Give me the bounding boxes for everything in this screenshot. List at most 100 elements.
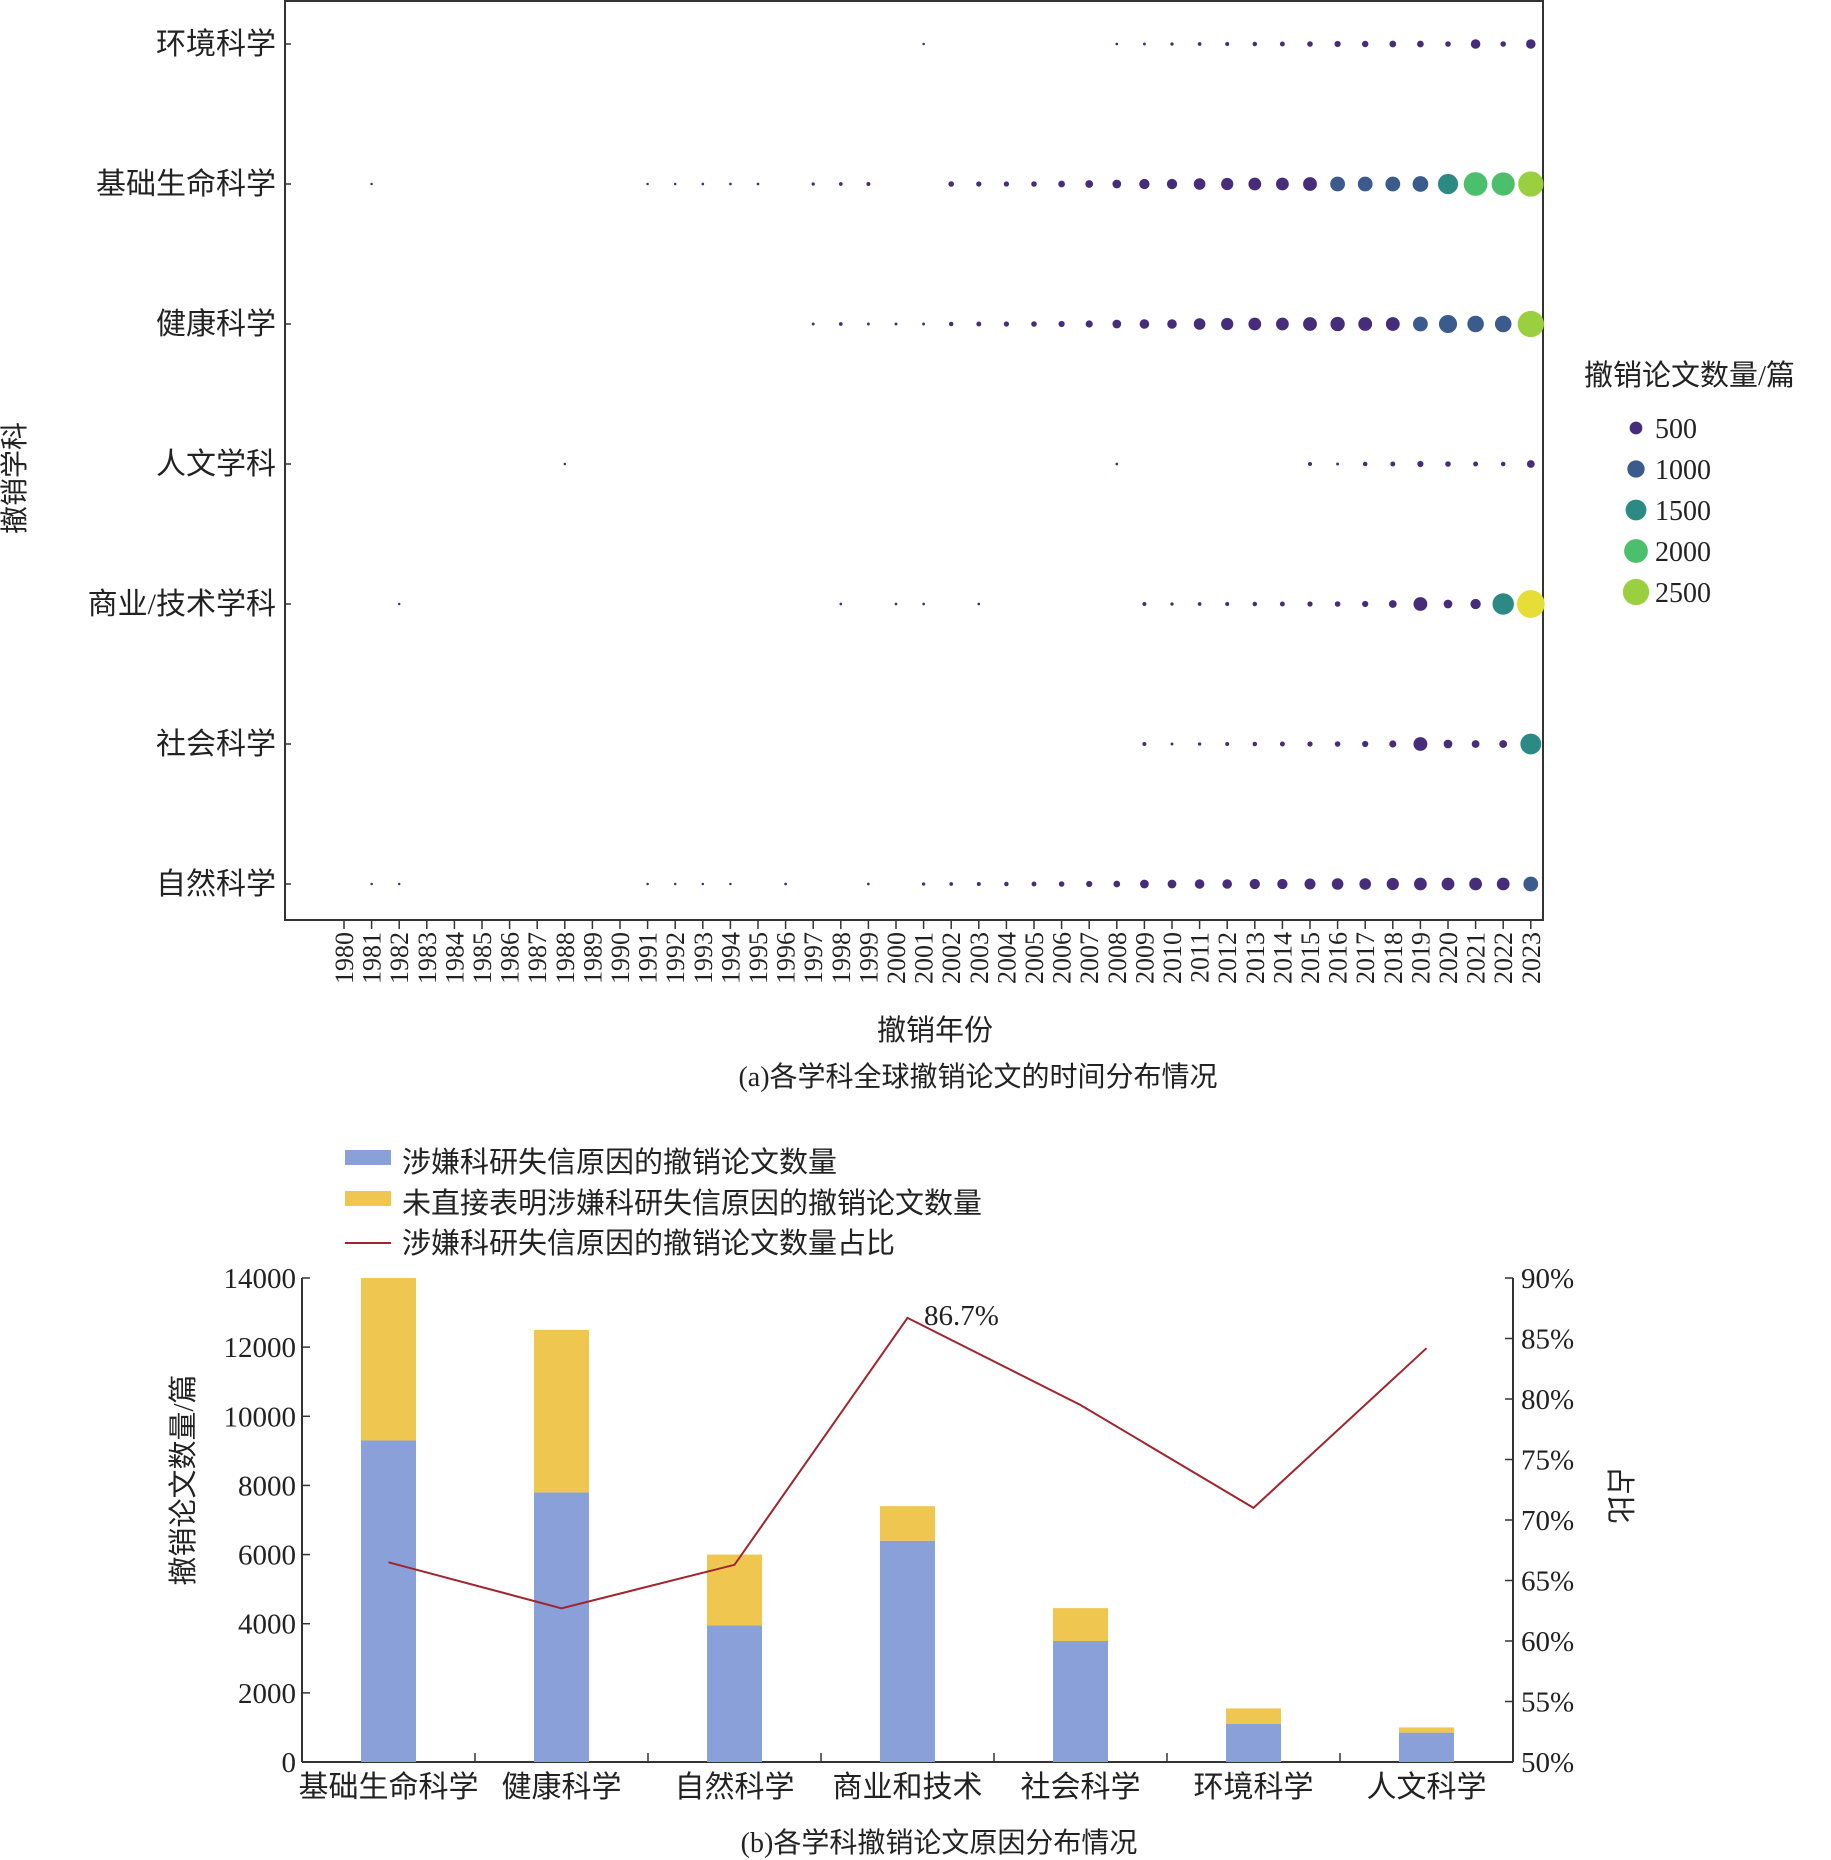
chart-a-bubble — [563, 462, 567, 466]
chart-a-bubble — [948, 181, 954, 187]
chart-a-legend-label: 1500 — [1655, 496, 1711, 527]
chart-b-y-tick-label: 4000 — [238, 1609, 296, 1641]
chart-a-x-tick-label: 2002 — [937, 932, 966, 984]
chart-b-legend: 涉嫌科研失信原因的撤销论文数量 未直接表明涉嫌科研失信原因的撤销论文数量 涉嫌科… — [345, 1146, 982, 1260]
chart-a-bubble — [1417, 40, 1424, 48]
chart-a-bubble — [1003, 321, 1010, 327]
chart-b-x-tick-label: 基础生命科学 — [299, 1771, 479, 1804]
chart-a-bubble — [1193, 318, 1206, 330]
chart-a-x-tick-label: 2015 — [1296, 932, 1325, 984]
chart-a-bubble — [1463, 172, 1488, 196]
chart-a-legend-label: 500 — [1655, 414, 1697, 445]
chart-a-bubble — [1304, 878, 1316, 890]
chart-a-legend: 撤销论文数量/篇 500 1000 1500 2000 2500 — [1584, 359, 1795, 609]
chart-b-legend-swatch-0 — [345, 1150, 391, 1165]
chart-a-x-tick-label: 1991 — [634, 932, 663, 984]
chart-b-y2-tick-label: 50% — [1521, 1747, 1574, 1779]
chart-a-bubble — [1140, 879, 1149, 889]
chart-a-bubble — [921, 882, 926, 886]
chart-a-x-tick-label: 2004 — [992, 932, 1021, 984]
chart-b-x-tick-label: 商业和技术 — [833, 1771, 983, 1804]
chart-a-bubble — [1303, 317, 1317, 331]
chart-b-y2-axis-label: 占比 — [1603, 1466, 1636, 1524]
chart-a-bubble — [784, 882, 787, 886]
chart-a-bubble — [1441, 877, 1455, 891]
chart-a-bubble — [1225, 602, 1230, 606]
chart-a-x-tick-label: 1988 — [551, 932, 580, 984]
chart-a-bubble — [1194, 879, 1205, 889]
chart-a-x-tick-label: 2019 — [1406, 932, 1435, 984]
chart-a-bubble — [1115, 42, 1119, 46]
chart-a-x-tick-label: 1984 — [440, 932, 469, 984]
chart-a-x-tick-label: 2006 — [1048, 932, 1077, 984]
chart-a-bubble — [1443, 599, 1453, 609]
chart-b-y2-ticks: 50% 55% 60% 65% 70% 75% 80% 85% 90% — [1505, 1263, 1574, 1779]
chart-b-y-tick-label: 0 — [282, 1747, 297, 1779]
chart-a-y-tick-label: 健康科学 — [156, 308, 276, 341]
chart-a-bubble — [1139, 178, 1150, 190]
chart-a-x-tick-label: 2022 — [1489, 932, 1518, 984]
chart-b-legend-label-2: 涉嫌科研失信原因的撤销论文数量占比 — [402, 1227, 895, 1260]
chart-a-bubble — [839, 602, 843, 606]
chart-a-x-tick-label: 1982 — [385, 932, 414, 984]
chart-a-bubble — [1166, 178, 1178, 190]
chart-a-x-ticks — [343, 920, 1532, 929]
chart-a-x-tick-labels: 1980198119821983198419851986198719881989… — [330, 932, 1546, 984]
chart-a-bubble — [1031, 881, 1037, 887]
chart-a-bubble — [1112, 179, 1122, 189]
chart-a-x-tick-label: 1986 — [496, 932, 525, 984]
chart-a-bubble — [867, 882, 870, 886]
chart-a-bubble — [976, 181, 982, 187]
chart-a-bubble — [1445, 461, 1451, 467]
chart-a-bubble — [1413, 316, 1428, 332]
chart-a-bubble — [1361, 40, 1369, 48]
chart-a-bubble — [811, 182, 815, 186]
chart-b-y-axis-label: 撤销论文数量/篇 — [167, 1374, 200, 1585]
chart-a-y-tick-label: 基础生命科学 — [96, 168, 276, 201]
chart-a-bubble — [1523, 876, 1539, 892]
chart-a-bubble — [1221, 177, 1234, 191]
chart-a-legend-label: 1000 — [1655, 455, 1711, 486]
chart-a-bubble — [1307, 741, 1313, 747]
chart-a-bubble — [948, 321, 954, 327]
chart-a-bubble — [1225, 42, 1230, 46]
chart-a-bubble — [1388, 600, 1397, 608]
chart-a-bubble — [1417, 460, 1424, 468]
chart-b-annotation: 86.7% — [924, 1300, 999, 1332]
chart-a-bubble — [673, 882, 677, 886]
chart-a-y-tick-label: 自然科学 — [156, 868, 276, 901]
chart-a-bubbles — [370, 39, 1545, 892]
chart-b-x-tick-label: 社会科学 — [1021, 1771, 1141, 1804]
chart-a-bubble — [1197, 42, 1202, 46]
chart-b-y2-tick-label: 65% — [1521, 1566, 1574, 1598]
chart-a-bubble — [1330, 176, 1345, 192]
chart-a-legend-marker — [1629, 421, 1643, 435]
chart-a-bubble — [1248, 317, 1262, 331]
chart-a-bubble — [1113, 880, 1121, 888]
chart-b-caption: (b)各学科撤销论文原因分布情况 — [741, 1827, 1138, 1859]
chart-a-bubble — [1500, 461, 1506, 467]
chart-a-x-tick-label: 1995 — [744, 932, 773, 984]
chart-a-bubble — [1252, 741, 1258, 747]
chart-a-bubble — [370, 182, 373, 186]
chart-a-bubble — [1085, 180, 1094, 188]
chart-b-y-ticks: 0 2000 4000 6000 8000 10000 12000 14000 — [224, 1263, 310, 1779]
chart-a-bubble — [1277, 878, 1288, 890]
chart-a-x-tick-label: 2001 — [910, 932, 939, 984]
chart-a-caption: (a)各学科全球撤销论文的时间分布情况 — [738, 1061, 1217, 1093]
chart-a-bubble — [1221, 317, 1234, 331]
chart-b-y-tick-label: 12000 — [224, 1332, 297, 1364]
chart-b-bar-unstated — [880, 1506, 935, 1541]
chart-a-bubble — [922, 602, 925, 606]
chart-a-bubble — [1170, 742, 1174, 746]
chart-a-bubble — [1362, 461, 1368, 467]
chart-b-x-tick-label: 健康科学 — [502, 1771, 622, 1804]
chart-a-bubble — [1004, 881, 1009, 887]
chart-a-y-tick-label: 商业/技术学科 — [88, 588, 276, 621]
chart-a-bubble — [1334, 40, 1341, 48]
chart-a-bubble — [1225, 742, 1230, 746]
chart-a-bubble — [1358, 317, 1373, 331]
chart-a-bubble — [1385, 176, 1401, 192]
chart-a-bubble — [729, 882, 732, 886]
chart-a-x-tick-label: 2016 — [1324, 932, 1353, 984]
